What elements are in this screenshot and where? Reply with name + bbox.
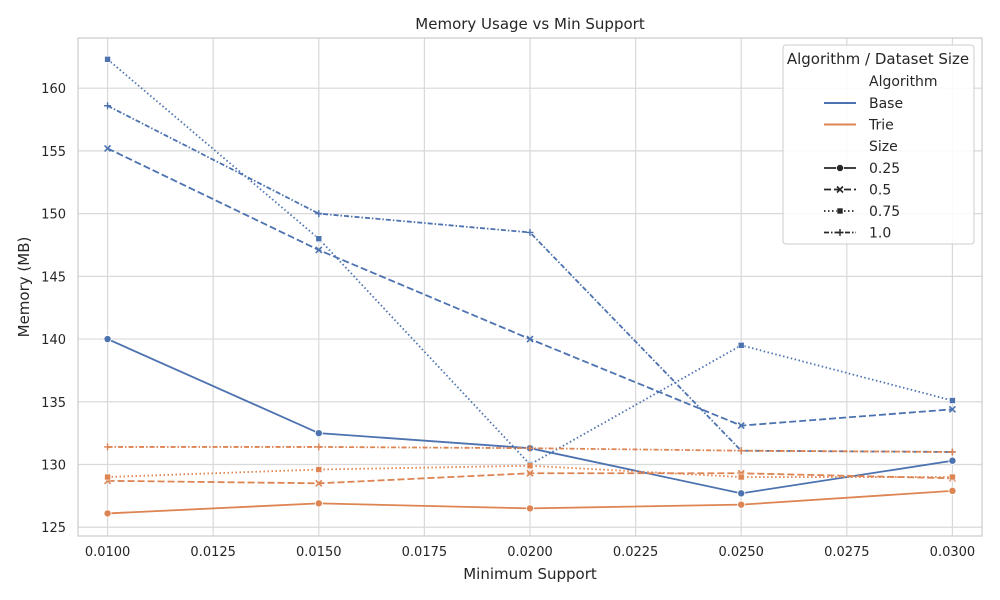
base-size-0-25-point: [737, 489, 746, 498]
trie-size-0-75-point: [526, 462, 534, 470]
legend-header-algorithm: Algorithm: [869, 74, 938, 90]
y-tick-label: 145: [41, 270, 66, 285]
base-size-0-25-point: [948, 456, 957, 465]
trie-size-0-75-point: [315, 466, 323, 473]
y-tick-label: 135: [41, 396, 66, 411]
base-size-0-75-point: [104, 56, 111, 63]
base-size-0-25-point: [314, 429, 323, 438]
x-tick-labels: 0.0100 0.0125 0.0150 0.0175 0.0200 0.0225 0.02…: [85, 545, 975, 560]
x-tick-label: 0.0275: [824, 545, 870, 560]
trie-size-0-75-point: [949, 473, 956, 481]
y-tick-label: 140: [41, 333, 66, 348]
legend-marker-size-0-25: [836, 163, 845, 172]
trie-size-1-0-point: [737, 447, 745, 455]
y-tick-label: 155: [41, 145, 66, 160]
base-size-0-75-point: [315, 235, 323, 243]
y-tick-labels: 125 130 135 140 145 150 155 160: [41, 82, 66, 536]
legend: Algorithm / Dataset Size Algorithm Base T…: [782, 44, 975, 245]
trie-size-1-0-point: [315, 443, 323, 451]
base-size-0-5-point: [948, 405, 956, 413]
x-tick-label: 0.0100: [85, 545, 131, 560]
base-size-1-0-point: [526, 228, 534, 236]
legend-label-trie: Trie: [868, 118, 894, 134]
legend-marker-size-0-5: [836, 185, 844, 194]
trie-size-1-0-point: [526, 444, 534, 452]
x-tick-label: 0.0300: [930, 545, 976, 560]
chart-title: Memory Usage vs Min Support: [415, 15, 645, 33]
base-size-0-5-point: [737, 422, 745, 430]
y-tick-label: 150: [41, 208, 66, 223]
trie-size-0-25-point: [314, 499, 323, 508]
trie-size-0-25-point: [526, 504, 535, 513]
legend-marker-size-1-0: [836, 229, 844, 236]
legend-label-size-0-75: 0.75: [869, 204, 900, 220]
y-tick-label: 130: [41, 458, 66, 473]
x-axis-label: Minimum Support: [463, 565, 597, 583]
trie-size-1-0-point: [104, 443, 112, 451]
base-size-0-75-point: [737, 342, 745, 349]
trie-size-0-25-point: [103, 509, 112, 518]
legend-label-size-1-0: 1.0: [869, 226, 891, 242]
legend-label-base: Base: [869, 96, 903, 112]
legend-algorithm-entries: Base Trie: [824, 96, 903, 134]
base-size-0-5-point: [526, 335, 534, 343]
x-tick-label: 0.0225: [613, 545, 659, 560]
trie-size-0-5-point: [526, 469, 534, 477]
x-tick-label: 0.0200: [507, 545, 553, 560]
legend-label-size-0-25: 0.25: [869, 161, 900, 177]
base-size-0-5-point: [104, 144, 112, 152]
plot-frame: [77, 37, 983, 537]
legend-label-size-0-5: 0.5: [869, 183, 891, 199]
legend-box: [782, 44, 975, 245]
trie-size-0-5-point: [315, 479, 323, 487]
marker-layer: [103, 56, 957, 518]
base-size-1-0-point: [315, 210, 323, 218]
y-axis-label: Memory (MB): [15, 237, 33, 338]
trie-size-0-25-point: [737, 500, 746, 509]
legend-title: Algorithm / Dataset Size: [787, 50, 969, 68]
base-size-0-5-point: [315, 246, 323, 254]
x-tick-label: 0.0250: [718, 545, 764, 560]
trie-size-0-75-line: [107, 464, 953, 478]
x-tick-label: 0.0150: [296, 545, 342, 560]
trie-size-0-75-point: [104, 473, 111, 481]
base-size-0-25-point: [103, 335, 112, 344]
legend-marker-size-0-75: [836, 207, 844, 215]
y-tick-label: 160: [41, 82, 66, 97]
base-size-0-75-point: [949, 397, 956, 404]
y-tick-label: 125: [41, 521, 66, 536]
trie-size-0-75-point: [737, 473, 745, 481]
legend-header-size: Size: [869, 139, 898, 155]
trie-size-0-25-point: [948, 486, 957, 495]
base-size-0-75-line: [106, 58, 953, 466]
legend-size-entries: 0.25 0.5 0.75 1.0: [824, 161, 900, 242]
x-tick-label: 0.0125: [190, 545, 236, 560]
base-size-1-0-point: [104, 102, 112, 110]
trie-size-1-0-point: [948, 448, 956, 456]
x-tick-label: 0.0175: [402, 545, 448, 560]
